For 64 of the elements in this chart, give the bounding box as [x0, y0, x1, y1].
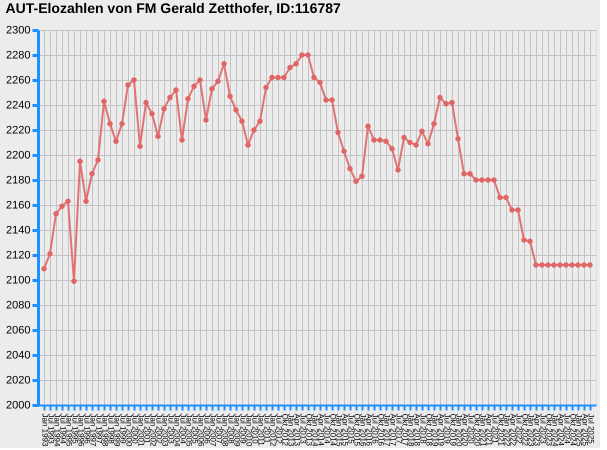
x-tick-label: Apr 2024 [556, 414, 566, 447]
x-tick-label: Apr 2021 [484, 414, 494, 447]
y-tick-label: 2020 [6, 374, 30, 386]
x-tick-label: Jul 2022 [514, 414, 524, 444]
x-tick-label: Apr 2015 [340, 414, 350, 447]
x-tick-label: Jul 2008 [226, 414, 236, 444]
x-tick-label: Jul 2013 [298, 414, 308, 444]
x-tick-label: Jul 2020 [466, 414, 476, 444]
x-tick-label: Jul 2003 [166, 414, 176, 444]
x-tick-label: Jul 2025 [586, 414, 596, 444]
y-tick-label: 2120 [6, 250, 30, 262]
x-tick-label: Jul 2007 [214, 414, 224, 444]
x-tick-label: Jul 2024 [562, 414, 572, 444]
x-tick-label: Jul 2014 [322, 414, 332, 444]
y-tick-label: 2220 [6, 124, 30, 136]
y-tick-label: 2140 [6, 224, 30, 236]
x-tick-label: Apr 2023 [532, 414, 542, 447]
y-tick-label: 2000 [6, 400, 30, 412]
x-tick-label: Jan 1993 [40, 414, 50, 447]
x-tick-label: Apr 2020 [460, 414, 470, 447]
x-tick-label: Jul 2019 [442, 414, 452, 444]
x-tick-label: Jul 1994 [58, 414, 68, 444]
x-tick-label: Jul 2012 [274, 414, 284, 444]
x-tick-label: Jul 2010 [250, 414, 260, 444]
x-tick-label: Jul 1993 [46, 414, 56, 444]
x-tick-label: Jul 2001 [142, 414, 152, 444]
y-tick-label: 2060 [6, 324, 30, 336]
y-tick-label: 2040 [6, 350, 30, 362]
x-tick-label: Jul 2015 [346, 414, 356, 444]
y-tick-label: 2180 [6, 174, 30, 186]
x-tick-label: Apr 2019 [436, 414, 446, 447]
x-tick-label: Jul 1999 [118, 414, 128, 444]
x-tick-label: Jul 2021 [490, 414, 500, 444]
y-tick-label: 2260 [6, 74, 30, 86]
x-tick-label: Apr 2018 [412, 414, 422, 447]
x-tick-label: Jul 2018 [418, 414, 428, 444]
x-tick-label: Jul 2023 [538, 414, 548, 444]
x-tick-label: Jul 2002 [154, 414, 164, 444]
x-tick-label: Apr 2017 [388, 414, 398, 447]
y-tick-label: 2240 [6, 100, 30, 112]
y-tick-label: 2200 [6, 150, 30, 162]
x-tick-label: Jul 2006 [202, 414, 212, 444]
x-tick-label: Jul 2009 [238, 414, 248, 444]
x-tick-label: Jul 2000 [130, 414, 140, 444]
chart-title: AUT-Elozahlen von FM Gerald Zetthofer, ID:116787 [6, 0, 342, 16]
x-tick-label: Jul 1995 [70, 414, 80, 444]
x-tick-label: Apr 2014 [316, 414, 326, 447]
x-tick-label: Apr 2016 [364, 414, 374, 447]
x-tick-label: Apr 2025 [580, 414, 590, 447]
x-tick-label: Jul 2005 [190, 414, 200, 444]
y-tick-label: 2080 [6, 300, 30, 312]
y-tick-label: 2300 [6, 24, 30, 36]
y-tick-label: 2100 [6, 274, 30, 286]
x-tick-label: Apr 2022 [508, 414, 518, 447]
y-tick-label: 2280 [6, 50, 30, 62]
x-tick-label: Jul 1996 [82, 414, 92, 444]
x-tick-label: Jul 2017 [394, 414, 404, 444]
x-tick-label: Jul 1997 [94, 414, 104, 444]
x-tick-label: Jul 2016 [370, 414, 380, 444]
x-tick-label: Jul 1998 [106, 414, 116, 444]
y-tick-label: 2160 [6, 200, 30, 212]
x-tick-label: Jul 2011 [262, 414, 272, 444]
x-tick-label: Jul 2004 [178, 414, 188, 444]
x-tick-label: Apr 2013 [292, 414, 302, 447]
